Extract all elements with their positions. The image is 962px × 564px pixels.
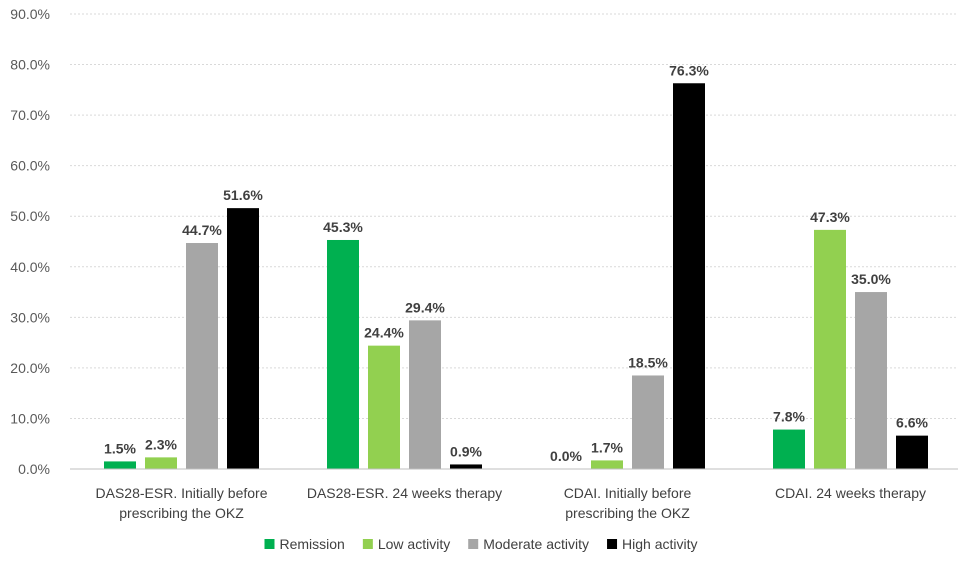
category-label: CDAI. Initially before bbox=[564, 485, 692, 501]
bar-high-activity-3 bbox=[896, 435, 928, 469]
category-label: prescribing the OKZ bbox=[119, 505, 244, 521]
legend-swatch-moderate-activity bbox=[468, 539, 479, 549]
y-tick-label: 0.0% bbox=[18, 461, 50, 477]
bar-remission-0 bbox=[104, 461, 136, 469]
data-label: 6.6% bbox=[896, 415, 928, 431]
bar-remission-1 bbox=[327, 239, 359, 469]
data-label: 29.4% bbox=[405, 299, 445, 315]
data-label: 1.5% bbox=[104, 440, 136, 456]
data-label: 35.0% bbox=[851, 271, 891, 287]
legend-swatch-remission bbox=[264, 539, 275, 549]
y-tick-label: 30.0% bbox=[10, 309, 50, 325]
data-label: 51.6% bbox=[223, 187, 263, 203]
bar-high-activity-2 bbox=[673, 83, 705, 469]
category-label: DAS28-ESR. 24 weeks therapy bbox=[307, 485, 502, 501]
legend: Remission Low activity Moderate activity Hi… bbox=[264, 536, 698, 552]
data-label: 44.7% bbox=[182, 222, 222, 238]
y-axis-ticks: 0.0% 10.0% 20.0% 30.0% 40.0% 50.0% 60.0% 70.0% 8… bbox=[10, 6, 50, 477]
y-tick-label: 10.0% bbox=[10, 410, 50, 426]
bar-low-activity-2 bbox=[591, 460, 623, 469]
data-label: 45.3% bbox=[323, 219, 363, 235]
y-tick-label: 40.0% bbox=[10, 259, 50, 275]
legend-label: Remission bbox=[279, 536, 344, 552]
bar-moderate-activity-3 bbox=[855, 292, 887, 469]
data-label: 18.5% bbox=[628, 354, 668, 370]
data-label: 76.3% bbox=[669, 62, 709, 78]
bar-high-activity-1 bbox=[450, 464, 482, 469]
category-label: DAS28-ESR. Initially before bbox=[96, 485, 268, 501]
category-label: prescribing the OKZ bbox=[565, 505, 690, 521]
legend-label: Low activity bbox=[378, 536, 450, 552]
data-label: 24.4% bbox=[364, 325, 404, 341]
data-labels: 1.5% 2.3% 44.7% 51.6% 45.3% 24.4%29.4% 0.9% 0.0… bbox=[104, 62, 928, 464]
bars bbox=[104, 83, 928, 469]
y-tick-label: 70.0% bbox=[10, 107, 50, 123]
bar-low-activity-3 bbox=[814, 229, 846, 469]
data-label: 0.9% bbox=[450, 443, 482, 459]
bar-moderate-activity-1 bbox=[409, 320, 441, 469]
y-tick-label: 90.0% bbox=[10, 6, 50, 22]
bar-low-activity-0 bbox=[145, 457, 177, 469]
bar-low-activity-1 bbox=[368, 345, 400, 469]
y-tick-label: 80.0% bbox=[10, 57, 50, 73]
data-label: 2.3% bbox=[145, 436, 177, 452]
data-label: 7.8% bbox=[773, 409, 805, 425]
bar-moderate-activity-2 bbox=[632, 375, 664, 469]
y-tick-label: 20.0% bbox=[10, 360, 50, 376]
legend-swatch-low-activity bbox=[362, 539, 373, 549]
data-label: 0.0% bbox=[550, 448, 582, 464]
bar-moderate-activity-0 bbox=[186, 243, 218, 469]
category-labels: DAS28-ESR. Initially before prescribing t… bbox=[96, 485, 926, 521]
legend-swatch-high-activity bbox=[607, 539, 618, 549]
category-label: CDAI. 24 weeks therapy bbox=[775, 485, 926, 501]
bar-high-activity-0 bbox=[227, 208, 259, 469]
legend-label: Moderate activity bbox=[483, 536, 589, 552]
y-tick-label: 60.0% bbox=[10, 158, 50, 174]
bar-remission-3 bbox=[773, 429, 805, 469]
data-label: 47.3% bbox=[810, 209, 850, 225]
data-label: 1.7% bbox=[591, 439, 623, 455]
y-tick-label: 50.0% bbox=[10, 208, 50, 224]
legend-label: High activity bbox=[622, 536, 697, 552]
